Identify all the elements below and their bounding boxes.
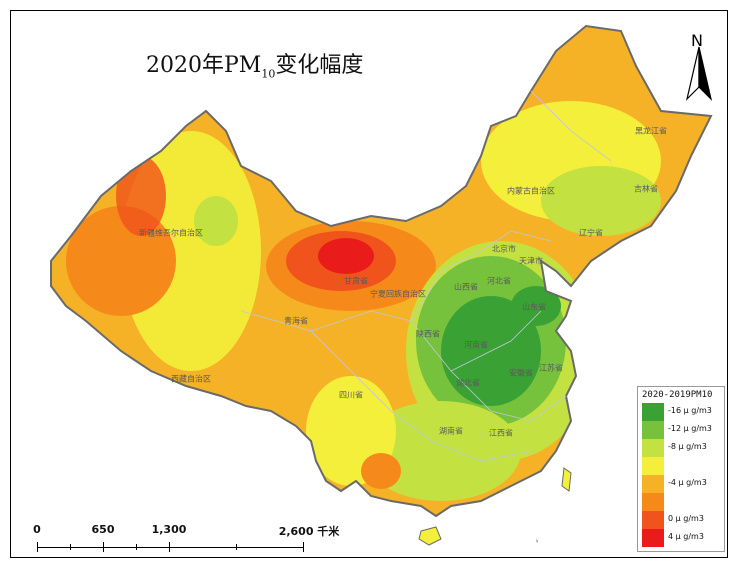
province-label: 陕西省 [416,329,440,339]
scale-tick [303,542,304,552]
xinjiang-green-zone [194,196,238,246]
legend-item: 4 μ g/m3 [642,529,724,547]
province-borders [240,90,612,462]
legend-label: -4 μ g/m3 [668,478,707,487]
province-label: 甘肃省 [344,276,368,286]
xinjiang-north-red [116,156,166,236]
scale-label-2600: 2,600 千米 [278,525,340,538]
map-frame: 2020年PM10变化幅度 N 新疆维吾尔自治区 西藏自治区 青海省 甘肃省 内… [10,10,728,558]
north-arrow-icon [685,46,713,101]
province-label: 河南省 [464,340,488,350]
shandong-darkgreen [511,286,561,326]
legend-item: -16 μ g/m3 [642,403,724,421]
province-label: 北京市 [492,244,516,254]
legend-swatch [642,511,664,529]
province-label: 新疆维吾尔自治区 [139,228,203,238]
province-label: 宁夏回族自治区 [370,289,426,299]
legend-swatch [642,493,664,511]
legend-swatch [642,439,664,457]
legend-swatch [642,403,664,421]
south-lightgreen [361,401,521,501]
province-label: 吉林省 [634,184,658,194]
china-map [50,24,713,546]
south-sea-islands [536,539,538,543]
province-label: 天津市 [519,256,543,266]
legend-swatch [642,421,664,439]
national-border [50,24,713,518]
province-label: 山西省 [454,282,478,292]
north-label: N [691,31,703,50]
province-label: 内蒙古自治区 [507,186,555,196]
legend-label: -12 μ g/m3 [668,424,712,433]
province-label: 河北省 [487,276,511,286]
taiwan-island [561,467,572,492]
legend-item [642,493,724,511]
scale-label-0: 0 [33,523,41,536]
province-label: 西藏自治区 [171,374,211,384]
province-label: 湖北省 [456,378,480,388]
scale-tick [169,542,170,552]
province-label: 青海省 [284,316,308,326]
scale-tick [236,544,237,550]
legend-item: -4 μ g/m3 [642,475,724,493]
guangxi-orange [361,453,401,489]
province-label: 山东省 [522,302,546,312]
legend-title: 2020-2019PM10 [642,390,713,400]
hainan-island [418,526,442,546]
province-label: 安徽省 [509,368,533,378]
legend-item: -8 μ g/m3 [642,439,724,457]
legend-swatch [642,475,664,493]
map-title: 2020年PM10变化幅度 [146,53,364,81]
northeast-lightgreen [541,166,661,236]
province-label: 四川省 [339,390,363,400]
scale-label-650: 650 [91,523,115,536]
legend-item [642,457,724,475]
scale-line [37,547,303,548]
province-label: 江苏省 [539,363,563,373]
province-label: 湖南省 [439,426,463,436]
scale-tick [103,542,104,552]
legend-label: -8 μ g/m3 [668,442,707,451]
scale-tick [136,544,137,550]
province-label: 辽宁省 [579,228,603,238]
legend-label: -16 μ g/m3 [668,406,712,415]
legend-label: 4 μ g/m3 [668,532,704,541]
legend-item: -12 μ g/m3 [642,421,724,439]
gansu-core-red [318,238,374,274]
legend-swatch [642,457,664,475]
province-label: 江西省 [489,428,513,438]
legend-swatch [642,529,664,547]
scale-label-1300: 1,300 [151,523,187,536]
scale-tick [70,544,71,550]
legend-item: 0 μ g/m3 [642,511,724,529]
legend: 2020-2019PM10 -16 μ g/m3 -12 μ g/m3 -8 μ… [637,386,725,552]
scale-tick [37,542,38,552]
legend-label: 0 μ g/m3 [668,514,704,523]
province-label: 黑龙江省 [635,126,667,136]
scale-bar: 0 650 1,300 2,600 千米 [31,523,351,557]
